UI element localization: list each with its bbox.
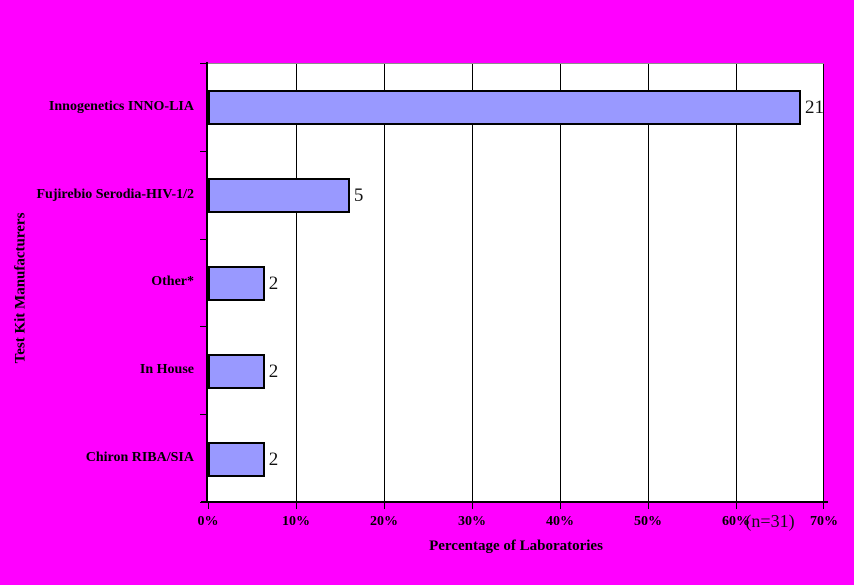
category-label: In House	[139, 362, 194, 378]
bar-value-label: 2	[268, 360, 279, 382]
x-axis-tick-labels: 0% 10% 20% 30% 40% 50% 60% 70%	[198, 514, 839, 532]
tickmark	[200, 414, 206, 415]
bar	[208, 178, 350, 214]
bar-rows: 21 5 2 2 2	[208, 64, 824, 503]
tickmark	[560, 503, 561, 509]
gridline	[384, 64, 385, 503]
x-tick-label: 0%	[197, 514, 219, 529]
tickmark	[200, 502, 206, 503]
x-tick-label: 50%	[634, 514, 662, 529]
bar-row: 2	[208, 415, 824, 503]
category-label: Chiron RIBA/SIA	[85, 450, 194, 466]
bar-row: 21	[208, 64, 824, 152]
category-label: Other*	[151, 274, 194, 290]
tickmark	[200, 151, 206, 152]
bar-row: 2	[208, 327, 824, 415]
x-tick-label: 30%	[458, 514, 486, 529]
x-tick-label: 40%	[546, 514, 574, 529]
tickmark	[736, 503, 737, 509]
category-label: Fujirebio Serodia-HIV-1/2	[36, 186, 195, 202]
tickmark	[296, 503, 297, 509]
x-axis-line	[201, 501, 828, 503]
tickmark	[200, 326, 206, 327]
tickmark	[472, 503, 473, 509]
gridline	[472, 64, 473, 503]
sample-size-annotation: (n=31)	[745, 511, 795, 531]
bar-value-label: 21	[805, 97, 824, 119]
y-axis-line	[206, 62, 208, 503]
bar	[208, 90, 801, 126]
bar	[208, 265, 265, 301]
x-axis-title: Percentage of Laboratories	[429, 538, 603, 554]
bar-row: 5	[208, 152, 824, 240]
y-axis-tickmarks	[200, 63, 206, 503]
gridline	[560, 64, 561, 503]
tickmark	[208, 503, 209, 509]
gridline	[823, 64, 824, 503]
tickmark	[823, 503, 824, 509]
bar	[208, 441, 265, 477]
tickmark	[200, 239, 206, 240]
bar-value-label: 2	[268, 272, 279, 294]
bar	[208, 353, 265, 389]
tickmark	[648, 503, 649, 509]
x-axis-tickmarks	[208, 503, 824, 509]
tickmark	[200, 63, 206, 64]
x-tick-label: 70%	[810, 514, 838, 529]
bar-row: 2	[208, 240, 824, 328]
bar-value-label: 2	[268, 448, 279, 470]
category-axis-labels: Innogenetics INNO-LIA Fujirebio Serodia-…	[0, 63, 201, 502]
tickmark	[384, 503, 385, 509]
gridline	[648, 64, 649, 503]
gridline	[296, 64, 297, 503]
category-label: Innogenetics INNO-LIA	[48, 98, 194, 114]
x-tick-label: 60%	[722, 514, 750, 529]
plot-area: 21 5 2 2 2 (n=31)	[208, 63, 824, 531]
gridline	[736, 64, 737, 503]
bar-value-label: 5	[353, 185, 364, 207]
x-tick-label: 20%	[370, 514, 398, 529]
x-tick-label: 10%	[282, 514, 310, 529]
